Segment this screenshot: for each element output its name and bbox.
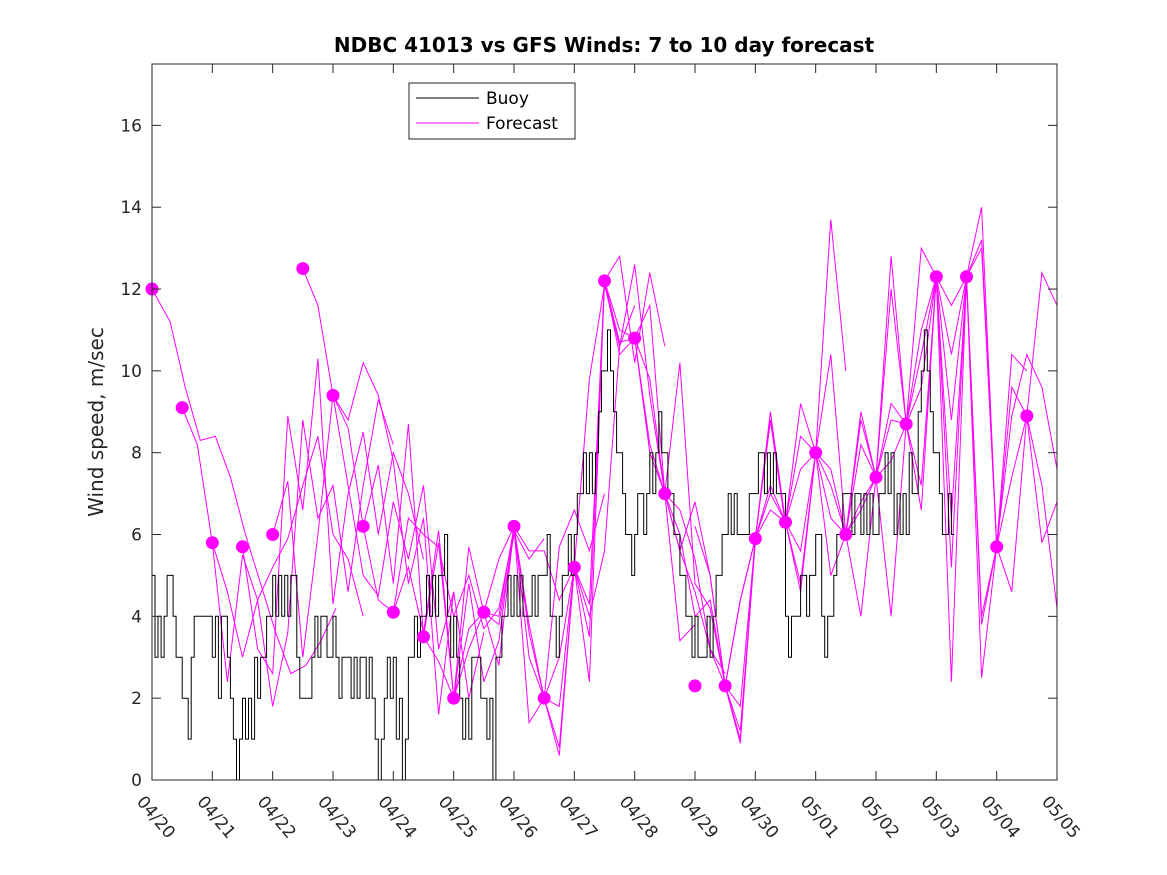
forecast-series-line (935, 276, 1057, 625)
x-tick-label: 04/22 (253, 792, 300, 842)
x-tick-label: 05/04 (977, 792, 1024, 842)
legend-entry-buoy: Buoy (486, 89, 529, 109)
y-tick-label: 4 (131, 607, 142, 627)
forecast-series-line (966, 276, 1057, 617)
y-tick-label: 8 (131, 444, 142, 464)
x-tick-label: 04/25 (434, 792, 481, 842)
forecast-marker (447, 691, 461, 705)
forecast-marker (296, 262, 310, 276)
y-tick-label: 10 (120, 362, 142, 382)
forecast-marker (326, 388, 340, 402)
x-tick-label: 04/30 (736, 792, 783, 842)
buoy-series-line (152, 329, 955, 780)
forecast-series-line (332, 395, 515, 699)
x-tick-label: 05/03 (917, 792, 964, 842)
forecast-marker-layer (145, 262, 1034, 705)
x-tick-label: 04/26 (494, 792, 541, 842)
forecast-marker (929, 270, 943, 284)
x-tick-label: 04/29 (675, 792, 722, 842)
legend: Buoy Forecast (408, 82, 576, 140)
forecast-marker (748, 532, 762, 546)
y-tick-label: 0 (131, 771, 142, 791)
x-tick-label: 05/02 (856, 792, 903, 842)
y-tick-label: 2 (131, 689, 142, 709)
x-tick-label: 05/01 (796, 792, 843, 842)
y-tick-label: 16 (120, 116, 142, 136)
x-tick-label: 05/05 (1037, 792, 1084, 842)
forecast-marker (266, 528, 280, 542)
x-tick-label: 04/24 (374, 792, 421, 842)
y-axis-label: Wind speed, m/sec (84, 327, 108, 517)
forecast-series-line (242, 358, 424, 676)
forecast-marker (175, 401, 189, 415)
y-tick-label: 6 (131, 526, 142, 546)
forecast-marker (990, 540, 1004, 554)
forecast-marker (386, 605, 400, 619)
x-tick-label: 04/28 (615, 792, 662, 842)
x-tick-label: 04/20 (132, 792, 179, 842)
forecast-marker (960, 270, 973, 284)
forecast-marker (356, 519, 370, 533)
forecast-marker (688, 679, 702, 693)
series-layer (152, 207, 1057, 780)
forecast-series-line (513, 280, 696, 748)
plot-frame (151, 63, 1058, 781)
forecast-marker (899, 417, 913, 431)
y-tick-label: 12 (120, 280, 142, 300)
forecast-series-line (152, 288, 337, 675)
y-tick-label: 14 (120, 198, 142, 218)
forecast-series-line (905, 207, 1057, 568)
forecast-series-line (483, 254, 666, 708)
legend-box (408, 82, 576, 140)
forecast-marker (628, 331, 642, 345)
forecast-marker (809, 446, 823, 460)
x-tick-label: 04/27 (555, 792, 602, 842)
chart-title: NDBC 41013 vs GFS Winds: 7 to 10 day for… (334, 33, 875, 57)
forecast-marker (869, 470, 883, 484)
x-tick-label: 04/21 (193, 792, 240, 842)
forecast-marker (417, 630, 430, 644)
forecast-series-line (845, 239, 1028, 617)
x-axis: 04/20 04/21 04/22 04/23 04/24 04/25 04/26 04/27… (132, 64, 1084, 843)
forecast-marker (507, 519, 521, 533)
forecast-marker (839, 528, 853, 542)
forecast-marker (718, 679, 732, 693)
x-tick-label: 04/23 (313, 792, 360, 842)
forecast-marker (236, 540, 249, 554)
forecast-series-line (211, 399, 394, 707)
legend-entry-forecast: Forecast (486, 114, 558, 134)
forecast-marker (567, 560, 581, 574)
forecast-marker (1020, 409, 1034, 423)
y-axis: 0 2 4 6 8 10 12 14 16 (120, 116, 1057, 791)
forecast-marker (537, 691, 551, 705)
forecast-marker (779, 515, 792, 529)
forecast-marker (598, 274, 611, 288)
forecast-marker (205, 536, 219, 550)
forecast-marker (658, 487, 672, 501)
forecast-marker (477, 605, 491, 619)
forecast-series-line (272, 395, 455, 658)
